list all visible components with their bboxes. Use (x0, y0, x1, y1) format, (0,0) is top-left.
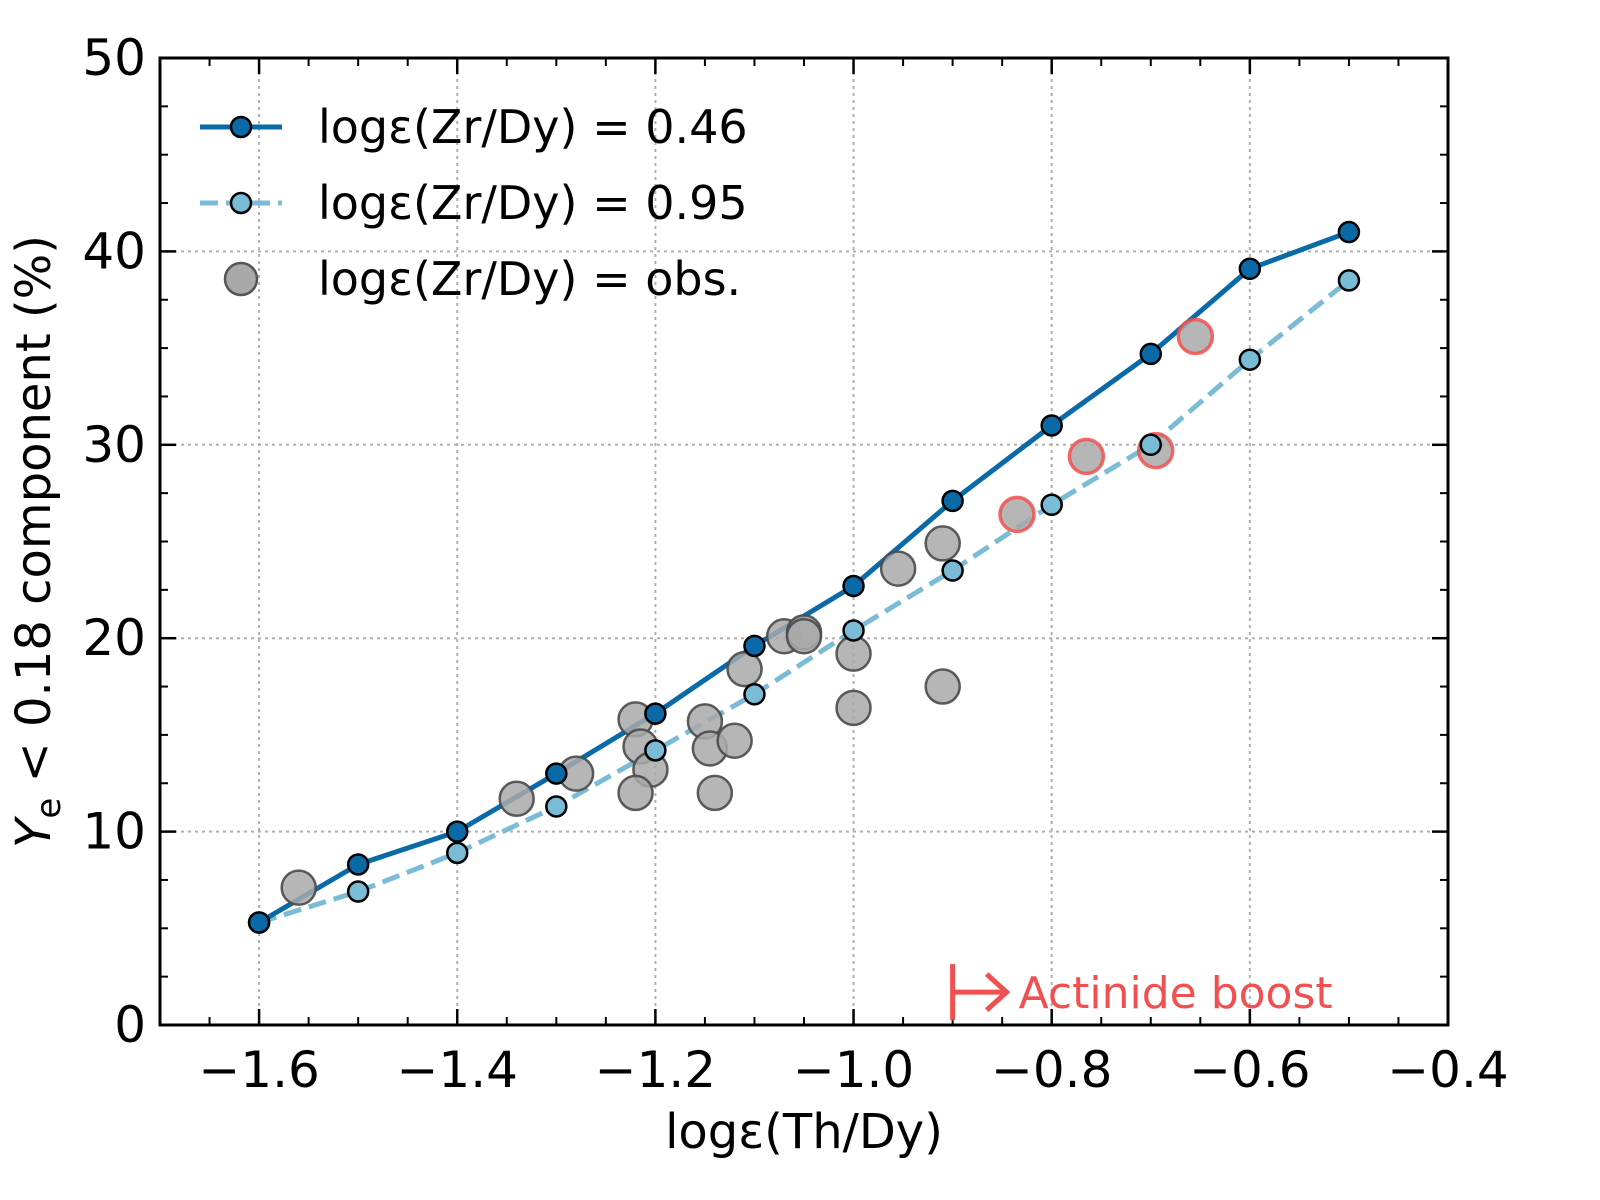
x-tick-label: −1.6 (198, 1041, 319, 1099)
observed-point (617, 774, 654, 812)
observed-point-highlighted (998, 495, 1036, 534)
marker-zr-dy-095 (346, 880, 370, 903)
y-tick-label: 10 (82, 803, 146, 861)
marker-zr-dy-095 (1337, 269, 1361, 292)
y-tick-label: 0 (114, 996, 146, 1054)
marker-zr-dy-095 (743, 683, 766, 706)
y-axis-label-symbol: Y (6, 815, 62, 848)
marker-zr-dy-046 (941, 489, 964, 513)
marker-zr-dy-095 (644, 739, 667, 762)
marker-zr-dy-046 (1337, 220, 1361, 244)
observed-point (696, 774, 734, 812)
y-tick-label: 40 (82, 222, 146, 280)
legend-entry-obs: logε(Zr/Dy) = obs. (223, 252, 741, 306)
legend-marker-zr-dy-095 (229, 191, 253, 215)
observed-point (835, 635, 872, 672)
marker-zr-dy-095 (1040, 493, 1063, 517)
marker-zr-dy-095 (445, 841, 469, 865)
x-tick-label: −1.0 (793, 1041, 914, 1099)
model-markers (247, 220, 1361, 934)
observed-point-highlighted (1067, 437, 1106, 476)
y-axis-label-rest: < 0.18 component (%) (6, 235, 62, 798)
legend-entry-zr-dy-046: logε(Zr/Dy) = 0.46 (200, 100, 748, 154)
gridlines (160, 58, 1448, 1025)
series-line-zr-dy-095 (258, 278, 1351, 925)
legend-label-zr-dy-046: logε(Zr/Dy) = 0.46 (318, 100, 748, 154)
marker-zr-dy-046 (743, 634, 766, 658)
y-axis-label: Ye < 0.18 component (%) (6, 235, 69, 848)
x-tick-label: −0.4 (1387, 1041, 1508, 1099)
y-axis-label-subscript: e (29, 798, 69, 819)
observed-points (280, 317, 1215, 906)
marker-zr-dy-046 (1139, 342, 1163, 366)
observed-point (716, 722, 753, 759)
observed-point (280, 869, 317, 906)
observed-point (924, 668, 961, 705)
legend: logε(Zr/Dy) = 0.46 logε(Zr/Dy) = 0.95 lo… (200, 100, 748, 306)
marker-zr-dy-046 (346, 853, 370, 876)
x-tick-labels: −1.6 −1.4 −1.2 −1.0 −0.8 −0.6 −0.4 (198, 1041, 1508, 1099)
observed-point (498, 780, 535, 817)
marker-zr-dy-046 (1040, 414, 1063, 437)
observed-point (879, 550, 917, 587)
marker-zr-dy-095 (1139, 433, 1163, 457)
marker-zr-dy-095 (941, 559, 964, 582)
marker-zr-dy-046 (842, 574, 865, 598)
marker-zr-dy-095 (842, 619, 865, 642)
observed-point-highlighted (1176, 317, 1215, 356)
x-tick-label: −1.2 (595, 1041, 716, 1099)
legend-marker-obs (223, 261, 259, 297)
legend-label-obs: logε(Zr/Dy) = obs. (318, 252, 741, 306)
marker-zr-dy-046 (247, 911, 271, 934)
annotation-arrow-head (984, 972, 1011, 1012)
marker-zr-dy-046 (1238, 257, 1262, 281)
y-tick-label: 20 (82, 609, 146, 667)
observed-point (785, 618, 823, 655)
marker-zr-dy-095 (545, 795, 568, 818)
y-tick-labels: 0 10 20 30 40 50 (82, 29, 146, 1054)
annotation-label: Actinide boost (1019, 968, 1333, 1019)
x-tick-label: −0.8 (991, 1041, 1112, 1099)
legend-label-zr-dy-095: logε(Zr/Dy) = 0.95 (318, 176, 748, 230)
marker-zr-dy-046 (545, 762, 568, 785)
marker-zr-dy-046 (445, 820, 469, 843)
observed-point (726, 650, 763, 688)
x-tick-label: −1.4 (397, 1041, 518, 1099)
observed-point (835, 689, 872, 727)
plot-frame (158, 56, 1450, 1027)
x-tick-label: −0.6 (1189, 1041, 1310, 1099)
marker-zr-dy-046 (644, 702, 667, 725)
legend-entry-zr-dy-095: logε(Zr/Dy) = 0.95 (200, 176, 748, 230)
actinide-boost-annotation: Actinide boost (950, 964, 1333, 1021)
x-axis-label: logε(Th/Dy) (665, 1104, 943, 1160)
y-tick-label: 50 (82, 29, 146, 87)
legend-marker-zr-dy-046 (229, 115, 253, 139)
marker-zr-dy-095 (1238, 348, 1262, 371)
y-tick-label: 30 (82, 416, 146, 474)
observed-point (924, 525, 961, 562)
